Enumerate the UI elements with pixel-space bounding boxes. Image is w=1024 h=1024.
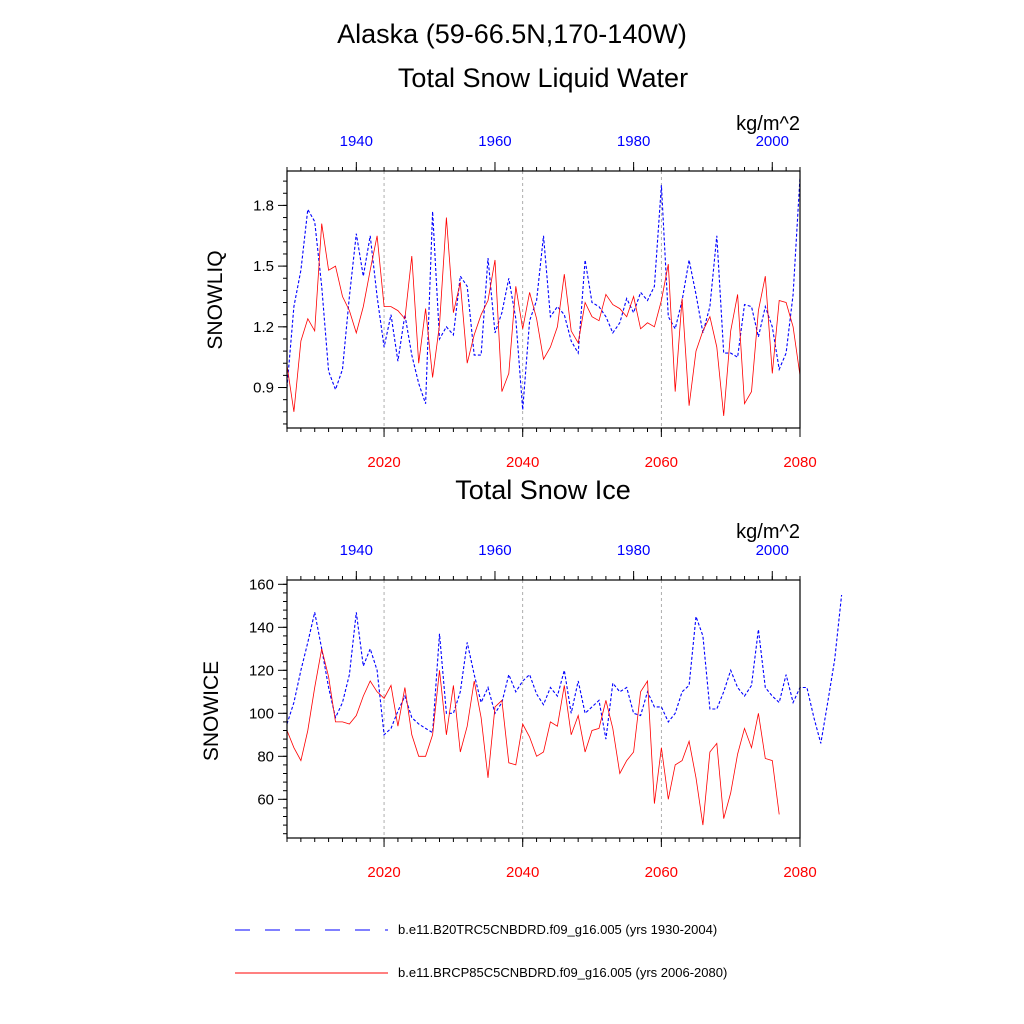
x-bottom-tick-label: 2080 xyxy=(783,454,816,471)
x-top-tick-label: 1960 xyxy=(478,133,511,150)
panel-title: Total Snow Liquid Water xyxy=(398,63,688,93)
x-top-tick-label: 2000 xyxy=(756,133,789,150)
x-bottom-tick-label: 2020 xyxy=(367,864,400,881)
x-top-tick-label: 1960 xyxy=(478,542,511,559)
units-label: kg/m^2 xyxy=(736,521,800,543)
y-tick-label: 1.8 xyxy=(253,197,274,214)
series-line-future xyxy=(286,648,780,826)
y-tick-label: 100 xyxy=(249,705,274,722)
y-tick-label: 120 xyxy=(249,662,274,679)
legend-label-hist: b.e11.B20TRC5CNBDRD.f09_g16.005 (yrs 193… xyxy=(398,922,717,937)
series-line-historical xyxy=(286,177,801,410)
plot-frame xyxy=(286,170,801,429)
y-tick-label: 60 xyxy=(257,791,274,808)
x-top-tick-label: 1940 xyxy=(340,133,373,150)
x-bottom-tick-label: 2020 xyxy=(367,454,400,471)
x-bottom-tick-label: 2040 xyxy=(506,454,539,471)
legend: b.e11.B20TRC5CNBDRD.f09_g16.005 (yrs 193… xyxy=(235,922,727,980)
y-tick-label: 160 xyxy=(249,576,274,593)
x-top-tick-label: 1940 xyxy=(340,542,373,559)
y-tick-label: 80 xyxy=(257,748,274,765)
panel-snowice: Total Snow Ice kg/m^2 SNOWICE 60 80 100 120… xyxy=(200,475,843,881)
x-top-tick-label: 1980 xyxy=(617,542,650,559)
series-line-historical xyxy=(286,594,843,744)
y-tick-label: 140 xyxy=(249,619,274,636)
y-tick-label: 1.2 xyxy=(253,319,274,336)
x-bottom-tick-label: 2080 xyxy=(783,864,816,881)
y-tick-label: 0.9 xyxy=(253,380,274,397)
legend-label-future: b.e11.BRCP85C5CNBDRD.f09_g16.005 (yrs 20… xyxy=(398,965,727,980)
x-top-tick-label: 1980 xyxy=(617,133,650,150)
x-bottom-tick-label: 2060 xyxy=(645,864,678,881)
x-bottom-tick-label: 2060 xyxy=(645,454,678,471)
x-top-tick-label: 2000 xyxy=(756,542,789,559)
plot-frame xyxy=(286,579,801,839)
panel-title: Total Snow Ice xyxy=(455,475,631,505)
y-tick-label: 1.5 xyxy=(253,258,274,275)
figure-title: Alaska (59-66.5N,170-140W) xyxy=(337,19,687,49)
y-axis-label: SNOWICE xyxy=(200,661,223,761)
units-label: kg/m^2 xyxy=(736,113,800,135)
series-line-future xyxy=(286,217,801,416)
y-axis-label: SNOWLIQ xyxy=(204,250,227,349)
x-bottom-tick-label: 2040 xyxy=(506,864,539,881)
panel-snowliq: Total Snow Liquid Water kg/m^2 SNOWLIQ 0… xyxy=(204,63,817,471)
